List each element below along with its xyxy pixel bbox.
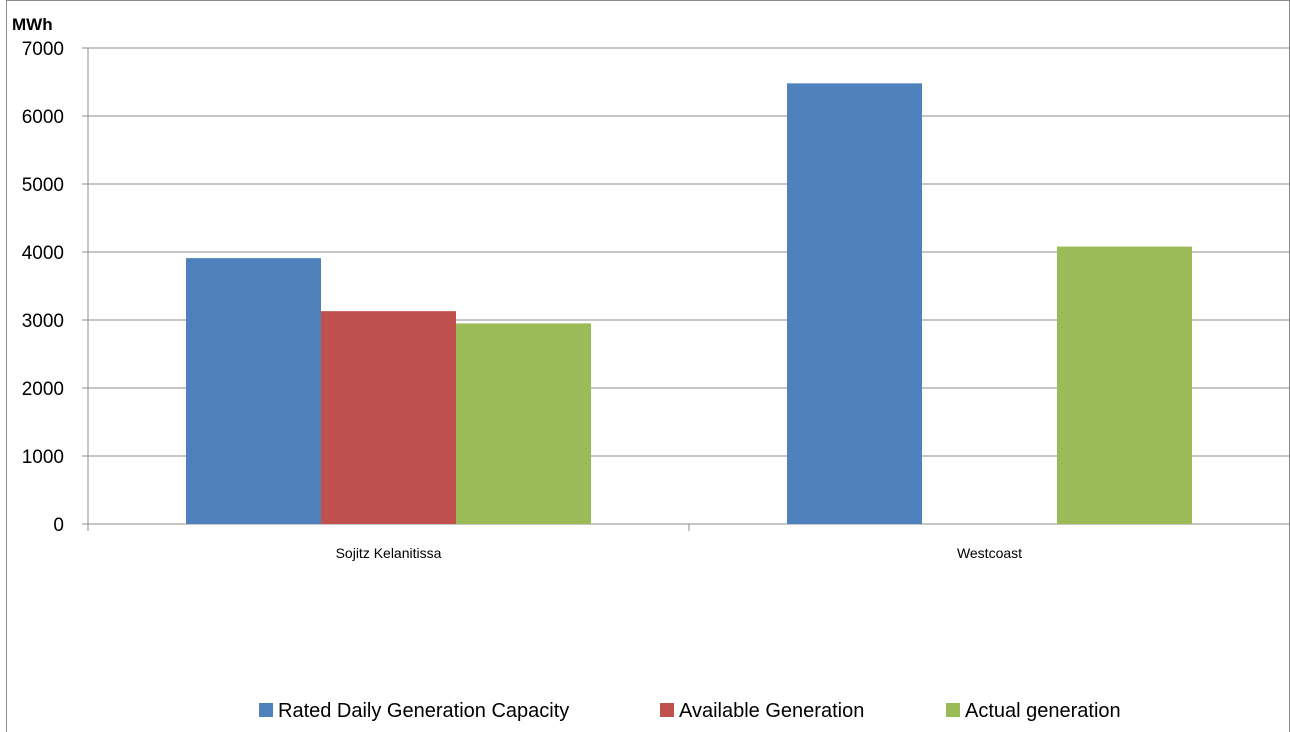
y-tick-label: 0 [53, 515, 64, 536]
y-tick-label: 2000 [22, 379, 64, 400]
bar [787, 83, 922, 525]
legend-label: Available Generation [679, 700, 864, 722]
legend-swatch [660, 703, 674, 717]
legend-swatch [946, 703, 960, 717]
y-tick-label: 6000 [22, 107, 64, 128]
bar [321, 311, 456, 524]
bar [186, 258, 321, 524]
legend-label: Rated Daily Generation Capacity [278, 700, 569, 722]
legend-swatch [259, 703, 273, 717]
legend-label: Actual generation [965, 700, 1121, 722]
y-unit-label: MWh [12, 15, 53, 34]
x-category-label: Westcoast [957, 545, 1022, 561]
y-tick-label: 7000 [22, 39, 64, 60]
y-tick-label: 3000 [22, 311, 64, 332]
bar [456, 323, 591, 524]
x-category-label: Sojitz Kelanitissa [336, 545, 442, 561]
y-tick-label: 5000 [22, 175, 64, 196]
bar [1057, 246, 1192, 524]
y-tick-label: 4000 [22, 243, 64, 264]
y-tick-label: 1000 [22, 447, 64, 468]
